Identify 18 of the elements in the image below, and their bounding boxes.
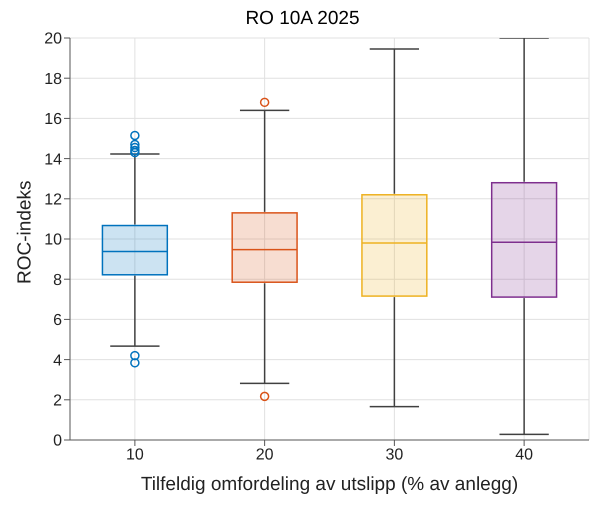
- chart-title: RO 10A 2025: [244, 8, 361, 30]
- x-tick-label: 30: [385, 446, 404, 464]
- y-tick-label: 18: [44, 70, 62, 88]
- x-tick-label: 10: [126, 446, 144, 464]
- y-tick-label: 14: [44, 151, 62, 168]
- y-tick-label: 2: [53, 392, 62, 410]
- y-tick-label: 12: [44, 191, 62, 208]
- y-tick-label: 0: [53, 432, 62, 450]
- y-tick-label: 20: [44, 30, 62, 48]
- y-tick-label: 6: [53, 312, 62, 330]
- y-tick-label: 10: [44, 232, 62, 249]
- y-axis-title: ROC-indeks: [14, 180, 36, 284]
- y-tick-label: 4: [53, 352, 62, 370]
- x-tick-label: 20: [256, 446, 274, 464]
- y-tick-label: 16: [44, 111, 62, 128]
- x-tick-label: 40: [515, 446, 534, 464]
- y-tick-label: 8: [53, 272, 62, 289]
- x-axis-title: Tilfeldig omfordeling av utslipp (% av anlegg): [140, 474, 518, 495]
